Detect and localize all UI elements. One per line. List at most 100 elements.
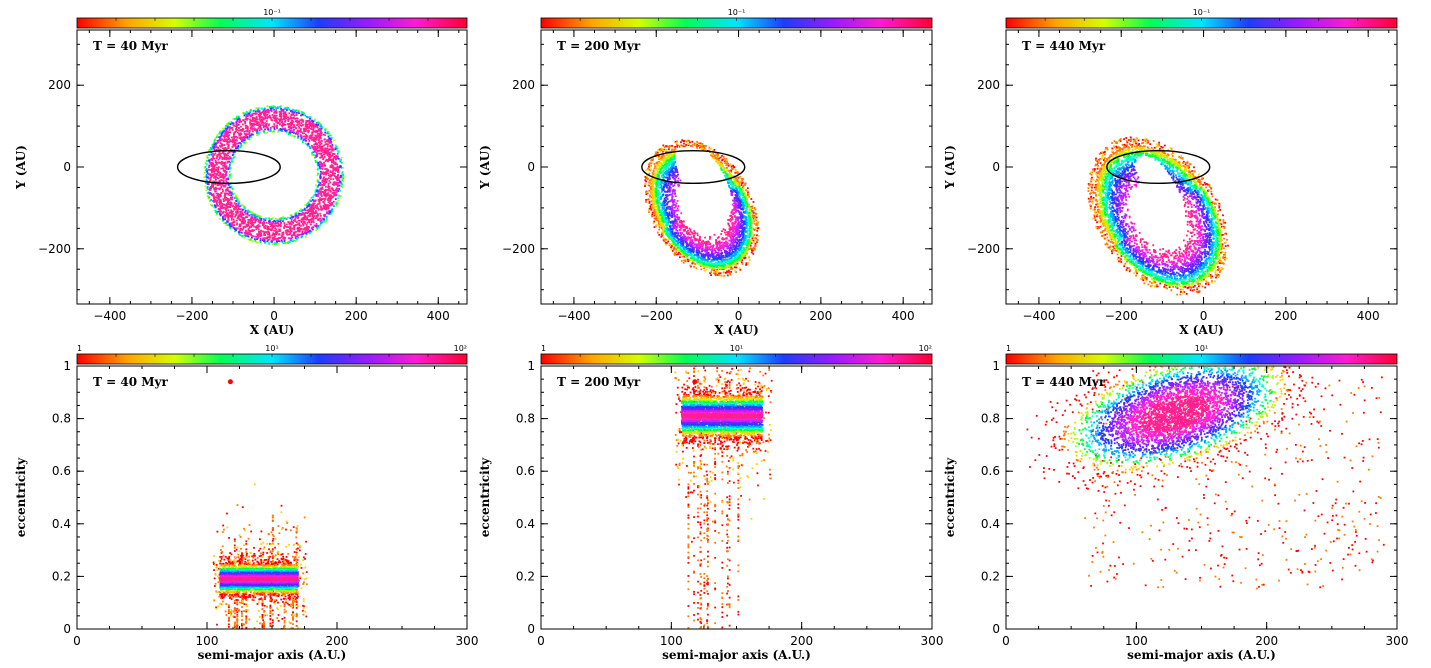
planet-orbit-ellipse (641, 149, 746, 185)
x-axis-label: X (AU) (1179, 323, 1224, 337)
x-axis-label: X (AU) (250, 323, 295, 337)
colorbar-tick-label: 10² (454, 344, 467, 353)
colorbar-tick-label: 10⁻¹ (263, 8, 281, 17)
x-tick-label: 200 (790, 634, 813, 648)
y-tick-label: 0.6 (981, 464, 1000, 478)
x-tick-label: 0 (1002, 634, 1010, 648)
x-tick-label: −200 (175, 309, 208, 323)
y-axis-label: eccentricity (478, 457, 492, 537)
x-tick-label: 100 (660, 634, 683, 648)
panel-time-label: T = 40 Myr (93, 39, 168, 53)
y-tick-label: 200 (512, 78, 535, 92)
y-tick-label: −200 (502, 242, 535, 256)
y-tick-label: 0.4 (52, 517, 71, 531)
x-tick-label: 0 (1200, 309, 1208, 323)
x-tick-label: 0 (270, 309, 278, 323)
y-tick-label: 0.8 (981, 412, 1000, 426)
x-tick-label: 200 (326, 634, 349, 648)
colorbar-tick-label: 10¹ (265, 344, 278, 353)
y-tick-label: 0 (527, 622, 535, 636)
x-tick-label: 300 (921, 634, 944, 648)
y-tick-label: −200 (38, 242, 71, 256)
y-tick-label: 0.6 (516, 464, 535, 478)
density-points (203, 105, 345, 246)
colorbar-tick-label: 10⁻¹ (728, 8, 746, 17)
y-tick-label: 0.2 (52, 569, 71, 583)
y-tick-label: 0.6 (52, 464, 71, 478)
chart-panel-4: 0 100 200 300 0 0.2 0.4 0.6 0.8 1 semi-major axis … (14, 344, 479, 662)
y-tick-label: 0 (63, 160, 71, 174)
planet-marker (227, 379, 233, 385)
y-tick-label: 0.2 (516, 569, 535, 583)
colorbar-tick-label: 10¹ (730, 344, 743, 353)
y-tick-label: 0 (992, 622, 1000, 636)
x-tick-label: −200 (640, 309, 673, 323)
panel-time-label: T = 200 Myr (557, 39, 641, 53)
y-tick-label: 0.8 (516, 412, 535, 426)
x-tick-label: 0 (73, 634, 81, 648)
colorbar-tick-label: 10² (919, 344, 932, 353)
chart-panel-2: −400 −200 0 200 400 −200 0 200 X (AU) Y (AU) T = 2… (478, 8, 933, 337)
x-tick-label: −200 (1105, 309, 1138, 323)
colorbar-tick-label: 1 (541, 344, 546, 353)
y-tick-label: 0 (63, 622, 71, 636)
y-tick-label: 0.2 (981, 569, 1000, 583)
x-tick-label: 200 (1255, 634, 1278, 648)
density-points (1026, 366, 1385, 590)
y-tick-label: 0 (527, 160, 535, 174)
x-axis-label: semi-major axis (A.U.) (198, 648, 347, 662)
colorbar-tick-label: 10¹ (1195, 344, 1208, 353)
y-tick-label: 200 (977, 78, 1000, 92)
planet-marker (692, 379, 698, 385)
x-tick-label: 400 (427, 309, 450, 323)
x-tick-label: 200 (809, 309, 832, 323)
density-points (644, 139, 760, 277)
panel-time-label: T = 200 Myr (557, 375, 641, 389)
x-tick-label: −400 (93, 309, 126, 323)
density-points (674, 366, 773, 629)
x-tick-label: 200 (1274, 309, 1297, 323)
panel-time-label: T = 440 Myr (1022, 39, 1106, 53)
colorbar-tick-label: 10⁻¹ (1193, 8, 1211, 17)
colorbar-tick-label: 1 (77, 344, 82, 353)
y-tick-label: −200 (967, 242, 1000, 256)
y-tick-label: 0.4 (516, 517, 535, 531)
y-tick-label: 200 (48, 78, 71, 92)
x-tick-label: −400 (557, 309, 590, 323)
y-axis-label: Y (AU) (14, 145, 28, 190)
y-tick-label: 0.8 (52, 412, 71, 426)
x-axis-label: semi-major axis (A.U.) (662, 648, 811, 662)
y-tick-label: 0 (992, 160, 1000, 174)
plot-frame (76, 29, 468, 305)
x-axis-label: X (AU) (714, 323, 759, 337)
y-tick-label: 1 (63, 359, 71, 373)
chart-panel-1: −400 −200 0 200 400 −200 0 200 X (AU) Y (AU) T = 4… (14, 8, 468, 337)
density-points (212, 483, 308, 629)
x-tick-label: 400 (1357, 309, 1380, 323)
x-axis-label: semi-major axis (A.U.) (1127, 648, 1276, 662)
y-tick-label: 0.4 (981, 517, 1000, 531)
y-axis-label: eccentricity (14, 457, 28, 537)
panel-time-label: T = 40 Myr (93, 375, 168, 389)
x-tick-label: 300 (1386, 634, 1409, 648)
x-tick-label: 0 (735, 309, 743, 323)
planet-orbit-ellipse (176, 149, 281, 185)
chart-panel-5: 0 100 200 300 0 0.2 0.4 0.6 0.8 1 semi-major axis … (478, 344, 944, 662)
chart-panel-6: 0 100 200 300 0 0.2 0.4 0.6 0.8 1 semi-major axis … (943, 344, 1408, 662)
y-axis-label: Y (AU) (478, 145, 492, 190)
x-tick-label: 100 (196, 634, 219, 648)
x-tick-label: 200 (345, 309, 368, 323)
chart-panel-3: −400 −200 0 200 400 −200 0 200 X (AU) Y (AU) T = 4… (943, 8, 1398, 337)
y-axis-label: Y (AU) (943, 145, 957, 190)
y-tick-label: 1 (992, 359, 1000, 373)
x-tick-label: 0 (537, 634, 545, 648)
colorbar-tick-label: 1 (1006, 344, 1011, 353)
planet-orbit-ellipse (1106, 149, 1211, 185)
x-tick-label: −400 (1022, 309, 1055, 323)
panel-time-label: T = 440 Myr (1022, 375, 1106, 389)
x-tick-label: 100 (1125, 634, 1148, 648)
density-points (1087, 136, 1229, 296)
x-tick-label: 400 (892, 309, 915, 323)
x-tick-label: 300 (456, 634, 479, 648)
